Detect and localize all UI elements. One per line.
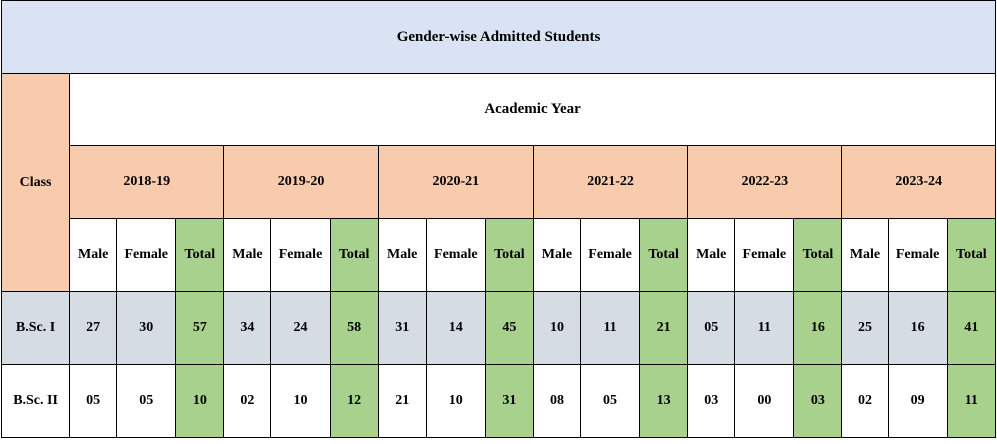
academic-year-header: Academic Year bbox=[69, 73, 996, 146]
male-count: 21 bbox=[377, 364, 427, 438]
female-count: 11 bbox=[734, 291, 795, 365]
total-count: 31 bbox=[484, 364, 534, 438]
female-count: 09 bbox=[887, 364, 948, 438]
table-title: Gender-wise Admitted Students bbox=[1, 0, 996, 74]
female-count: 00 bbox=[734, 364, 795, 438]
male-count: 10 bbox=[532, 291, 582, 365]
academic-year-row: Class Academic Year bbox=[0, 73, 996, 292]
male-header: Male bbox=[687, 218, 736, 292]
year-header: 2020-21 bbox=[377, 145, 534, 219]
class-header: Class bbox=[0, 73, 71, 292]
male-count: 02 bbox=[841, 364, 889, 438]
total-count: 12 bbox=[329, 364, 379, 438]
male-header: Male bbox=[841, 218, 889, 292]
male-count: 08 bbox=[532, 364, 582, 438]
female-count: 24 bbox=[270, 291, 331, 365]
title-row: Gender-wise Admitted Students bbox=[1, 0, 996, 74]
female-count: 14 bbox=[425, 291, 486, 365]
male-header: Male bbox=[69, 218, 118, 292]
male-count: 05 bbox=[687, 291, 736, 365]
total-count: 45 bbox=[484, 291, 534, 365]
male-count: 02 bbox=[223, 364, 272, 438]
male-header: Male bbox=[532, 218, 582, 292]
year-header: 2023-24 bbox=[841, 145, 996, 219]
year-header: 2021-22 bbox=[532, 145, 689, 219]
total-count: 16 bbox=[793, 291, 843, 365]
total-count: 10 bbox=[175, 364, 225, 438]
female-header: Female bbox=[116, 218, 177, 292]
male-count: 25 bbox=[841, 291, 889, 365]
total-count: 11 bbox=[946, 364, 997, 438]
year-header: 2022-23 bbox=[687, 145, 843, 219]
total-count: 21 bbox=[639, 291, 689, 365]
year-row: 2018-19 2019-20 2020-21 2021-22 2022-23 2023-… bbox=[2, 145, 996, 219]
female-count: 10 bbox=[270, 364, 331, 438]
total-count: 57 bbox=[175, 291, 225, 365]
total-header: Total bbox=[793, 218, 843, 292]
female-count: 05 bbox=[116, 364, 177, 438]
table-row: B.Sc. I 27 30 57 34 24 58 31 14 45 10 11 21 05 11 16 25 1… bbox=[0, 291, 997, 365]
male-header: Male bbox=[377, 218, 427, 292]
female-count: 10 bbox=[425, 364, 486, 438]
female-header: Female bbox=[270, 218, 331, 292]
male-count: 05 bbox=[69, 364, 118, 438]
total-header: Total bbox=[484, 218, 534, 292]
female-count: 05 bbox=[579, 364, 641, 438]
male-count: 27 bbox=[69, 291, 118, 365]
female-header: Female bbox=[425, 218, 486, 292]
total-header: Total bbox=[639, 218, 689, 292]
total-header: Total bbox=[175, 218, 225, 292]
female-header: Female bbox=[734, 218, 795, 292]
female-count: 30 bbox=[116, 291, 177, 365]
class-name: B.Sc. II bbox=[0, 364, 71, 438]
female-count: 11 bbox=[579, 291, 641, 365]
year-header: 2018-19 bbox=[69, 145, 225, 219]
total-count: 13 bbox=[639, 364, 689, 438]
year-header: 2019-20 bbox=[223, 145, 379, 219]
total-count: 03 bbox=[793, 364, 843, 438]
total-header: Total bbox=[329, 218, 379, 292]
male-count: 34 bbox=[223, 291, 272, 365]
female-header: Female bbox=[887, 218, 948, 292]
male-count: 03 bbox=[687, 364, 736, 438]
male-count: 31 bbox=[377, 291, 427, 365]
class-name: B.Sc. I bbox=[0, 291, 71, 365]
total-header: Total bbox=[946, 218, 997, 292]
female-count: 16 bbox=[887, 291, 948, 365]
female-header: Female bbox=[579, 218, 641, 292]
gender-header-row: Male Female Total Male Female Total Male Female… bbox=[2, 218, 997, 292]
total-count: 41 bbox=[946, 291, 997, 365]
total-count: 58 bbox=[329, 291, 379, 365]
table-row: B.Sc. II 05 05 10 02 10 12 21 10 31 08 05 13 03 00 03 02… bbox=[0, 364, 997, 438]
male-header: Male bbox=[223, 218, 272, 292]
